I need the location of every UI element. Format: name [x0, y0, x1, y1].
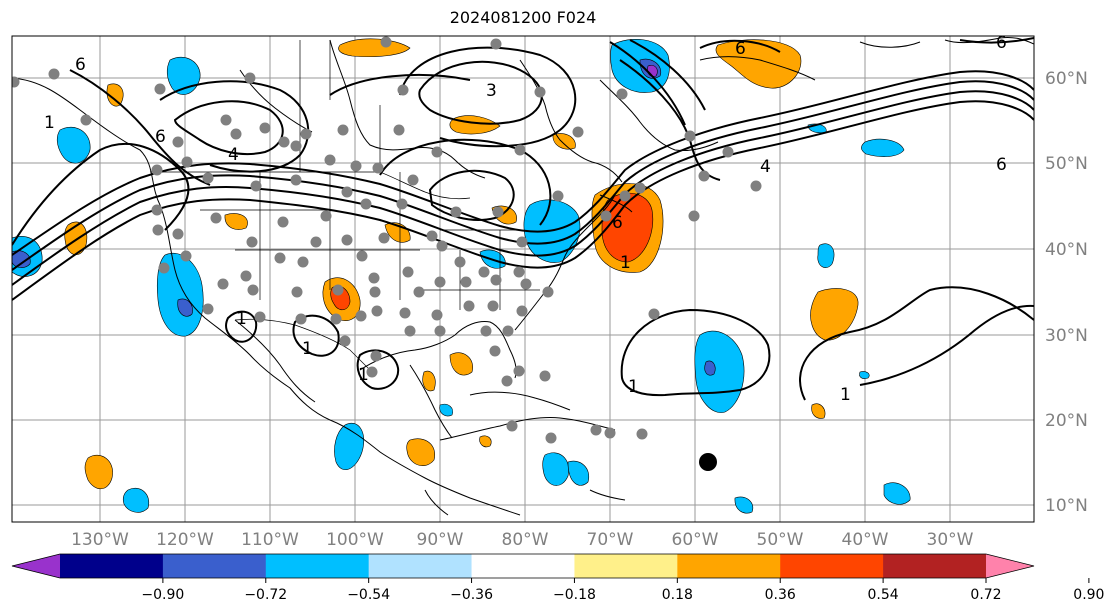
negative-anomaly-area: [156, 253, 204, 337]
colorbar-tick-label: 0.72: [970, 587, 1001, 603]
lon-label: 50°W: [757, 530, 804, 548]
negative-anomaly-area: [177, 298, 193, 317]
negative-anomaly-area: [859, 371, 870, 379]
contour-label: 6: [996, 33, 1007, 53]
colorbar-segment: [883, 554, 987, 578]
contour-label: 4: [760, 157, 771, 177]
contour-label: 1: [302, 339, 313, 359]
colorbar-outline: [11, 553, 1035, 579]
colorbar-segment: [265, 554, 370, 578]
lon-label: 70°W: [587, 530, 634, 548]
contour-label: 6: [155, 127, 166, 147]
colorbar-segment: [60, 554, 164, 578]
lon-label: 100°W: [326, 530, 384, 548]
lat-label: 30°N: [1045, 326, 1088, 346]
contour-label: 6: [75, 55, 86, 75]
storm-center-marker: [699, 453, 717, 471]
colorbar-max-arrow: [986, 554, 1034, 578]
latitude-labels: 60°N 50°N 40°N 30°N 20°N 10°N: [1045, 69, 1088, 516]
colorbar-tick-label: 0.90: [1073, 587, 1104, 603]
contour-label: 1: [44, 113, 55, 133]
negative-anomaly-area: [56, 126, 91, 164]
longitude-labels: 130°W 120°W 110°W 100°W 90°W 80°W 70°W 6…: [71, 530, 974, 548]
map-frame: [11, 35, 1035, 523]
contour-label: 1: [628, 377, 639, 397]
contour-label: 6: [612, 213, 623, 233]
lon-label: 60°W: [672, 530, 719, 548]
negative-anomaly-area: [334, 423, 365, 471]
negative-anomaly-area: [122, 488, 150, 513]
colorbar-segments: [11, 553, 1035, 579]
positive-anomaly-area: [422, 370, 436, 392]
contour-label: 1: [620, 253, 631, 273]
negative-anomaly-area: [734, 496, 754, 514]
lon-label: 80°W: [502, 530, 549, 548]
contour-label-group: 6 3 1 4 6 6 4 1 6 6 1 1 1 1 6 1: [44, 33, 1007, 405]
negative-anomaly-area: [439, 403, 453, 417]
contour-label: 4: [228, 145, 239, 165]
lon-label: 120°W: [156, 530, 214, 548]
lat-label: 10°N: [1045, 496, 1088, 516]
colorbar-segment: [677, 554, 781, 578]
colorbar-segment: [780, 554, 884, 578]
colorbar-tick-label: 0.54: [868, 587, 899, 603]
negative-anomaly-area: [567, 460, 590, 486]
contour-label: 1: [840, 385, 851, 405]
colorbar-tick-label: 0.18: [662, 587, 693, 603]
negative-anomaly-area: [12, 250, 31, 268]
station-dots: [12, 36, 762, 444]
lon-label: 130°W: [71, 530, 129, 548]
colorbar-segment: [471, 554, 575, 578]
positive-anomaly-area: [406, 438, 436, 467]
lat-label: 20°N: [1045, 411, 1088, 431]
colorbar: −0.90 −0.72 −0.54 −0.36 −0.18 0.18 0.36 0.54 0.7…: [11, 553, 1104, 603]
positive-anomaly-area: [479, 435, 492, 448]
colorbar-tick-label: −0.90: [141, 587, 184, 603]
colorbar-ticks: −0.90 −0.72 −0.54 −0.36 −0.18 0.18 0.36 0.54 0.7…: [141, 578, 1104, 603]
lon-label: 40°W: [842, 530, 889, 548]
contour-label: 1: [236, 309, 247, 329]
negative-anomaly-area: [883, 482, 911, 505]
contour-label: 6: [735, 39, 746, 59]
positive-anomaly-area: [449, 352, 473, 376]
lon-label: 30°W: [927, 530, 974, 548]
colorbar-segment: [162, 554, 267, 578]
map-title: 2024081200 F024: [449, 8, 597, 27]
lat-label: 40°N: [1045, 240, 1088, 260]
positive-anomaly-area: [84, 454, 113, 490]
contour-label: 3: [486, 81, 497, 101]
colorbar-tick-label: −0.36: [450, 587, 493, 603]
lon-label: 90°W: [417, 530, 464, 548]
positive-anomaly-area: [338, 38, 411, 58]
negative-anomaly-area: [704, 360, 716, 376]
colorbar-tick-label: 0.36: [765, 587, 796, 603]
lat-label: 50°N: [1045, 154, 1088, 174]
negative-anomaly-area: [647, 65, 658, 77]
colorbar-tick-label: −0.72: [244, 587, 287, 603]
lat-label: 60°N: [1045, 69, 1088, 89]
negative-anomaly-area: [542, 452, 569, 486]
colorbar-segment: [574, 554, 678, 578]
weather-map: 6 3 1 4 6 6 4 1 6 6 1 1 1 1 6 1: [11, 33, 1088, 548]
coastlines: [12, 37, 1034, 516]
negative-anomaly-area: [861, 138, 905, 157]
contour-label: 1: [358, 365, 369, 385]
colorbar-min-arrow: [12, 554, 60, 578]
colorbar-tick-label: −0.18: [553, 587, 596, 603]
contour-label: 6: [996, 155, 1007, 175]
colorbar-tick-label: −0.54: [347, 587, 390, 603]
colorbar-segment: [368, 554, 473, 578]
negative-anomaly-area: [817, 243, 835, 268]
positive-anomaly-area: [811, 403, 826, 419]
lon-label: 110°W: [241, 530, 299, 548]
positive-anomaly-area: [224, 213, 248, 230]
